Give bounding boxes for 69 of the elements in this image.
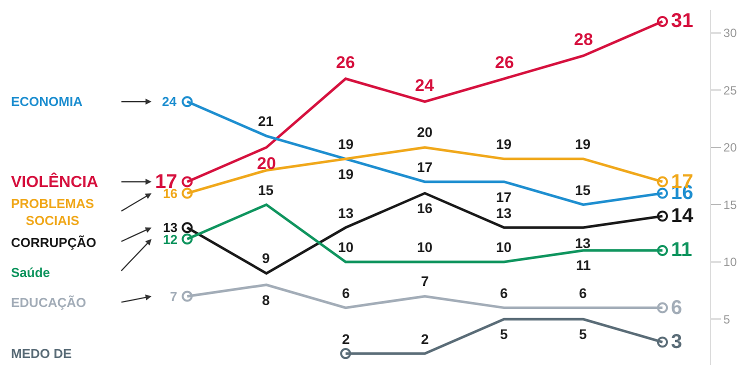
data-label: 31	[671, 10, 694, 32]
point	[182, 176, 193, 188]
point	[656, 188, 668, 199]
data-label: 7	[421, 273, 429, 289]
point	[656, 176, 668, 188]
data-label: 28	[574, 30, 593, 49]
text: VIOLÊNCIA	[11, 172, 99, 191]
point	[182, 234, 193, 245]
data-label: 6	[671, 297, 682, 319]
data-label: 5	[579, 326, 587, 342]
data-label: 26	[336, 53, 355, 72]
data-label: 3	[671, 331, 682, 353]
point	[656, 336, 668, 348]
point	[656, 244, 668, 256]
text: ECONOMIA	[11, 94, 84, 109]
data-label: 26	[495, 53, 514, 72]
data-label: 21	[258, 113, 274, 129]
data-label: 10	[338, 239, 354, 255]
data-label: 13	[163, 220, 178, 235]
data-label: 13	[496, 205, 512, 221]
point	[182, 96, 193, 108]
data-label: 19	[575, 136, 591, 152]
point	[656, 302, 668, 314]
data-label: 11	[576, 257, 592, 273]
point	[656, 210, 668, 222]
data-label: 9	[262, 250, 270, 266]
data-label: 2	[342, 331, 350, 347]
data-label: 24	[162, 94, 178, 109]
data-label: 13	[575, 235, 591, 251]
data-label: 11	[671, 239, 692, 261]
y-tick-label: 15	[723, 198, 738, 212]
data-label: 6	[342, 285, 350, 301]
y-tick-label: 20	[723, 140, 738, 155]
text: CORRUPÇÃO	[11, 235, 96, 250]
point	[182, 222, 193, 234]
data-label: 19	[496, 136, 512, 152]
data-label: 13	[338, 205, 354, 221]
data-label: 2	[421, 331, 429, 347]
data-label: 10	[417, 239, 433, 255]
data-label: 19	[338, 166, 354, 182]
data-label: 19	[338, 136, 354, 152]
data-label: 17	[496, 189, 512, 205]
text: EDUCAÇÃO	[11, 295, 86, 310]
y-tick-label: 30	[723, 26, 738, 40]
data-label: 24	[415, 76, 434, 95]
point	[182, 188, 193, 199]
data-label: 6	[500, 285, 508, 301]
data-label: 14	[671, 205, 694, 227]
point	[182, 290, 193, 302]
data-label: 16	[417, 200, 433, 216]
data-label: 12	[163, 232, 178, 247]
data-label: 15	[258, 182, 274, 198]
y-tick-label: 25	[723, 83, 738, 98]
data-label: 6	[579, 285, 587, 301]
y-tick-label: 10	[723, 255, 738, 270]
data-label: 10	[496, 239, 512, 255]
data-label: 8	[262, 292, 270, 308]
data-label: 17	[417, 159, 433, 175]
data-label: 20	[257, 154, 276, 173]
text: PROBLEMAS SOCIAIS	[11, 196, 94, 228]
text: MEDO DE	[11, 346, 72, 361]
data-label: 5	[500, 326, 508, 342]
data-label: 20	[417, 124, 433, 140]
point	[340, 348, 352, 360]
text: Saúde	[11, 265, 50, 280]
point	[656, 16, 668, 27]
data-label: 7	[170, 289, 178, 304]
y-tick-label: 5	[723, 312, 730, 326]
data-label: 15	[575, 182, 591, 198]
